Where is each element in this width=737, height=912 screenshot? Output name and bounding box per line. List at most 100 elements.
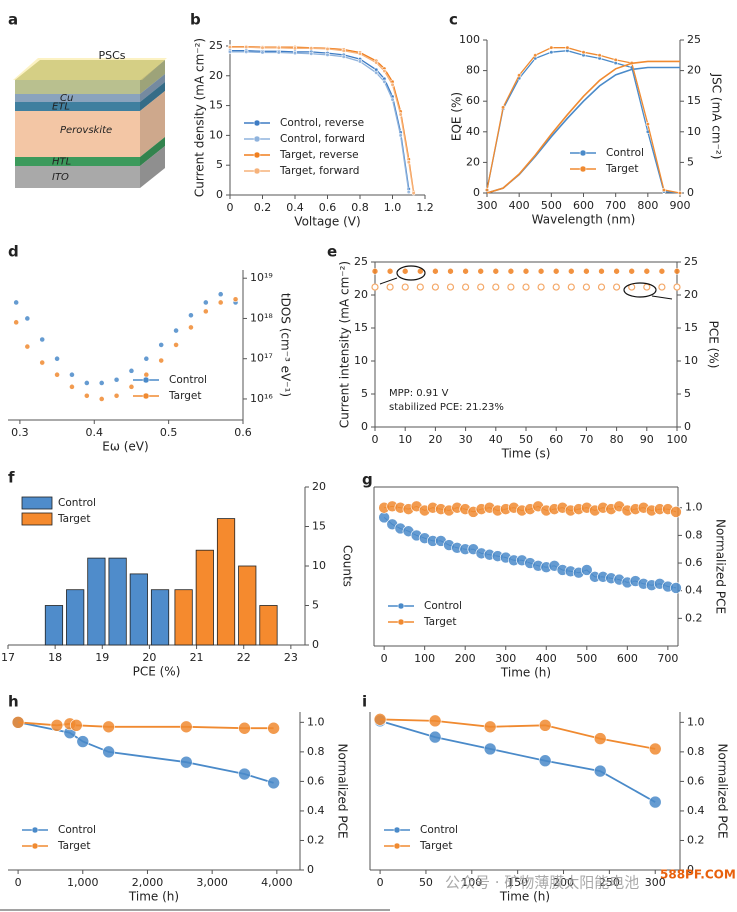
data-point: [217, 291, 224, 298]
y-tick-label: 15: [684, 321, 698, 334]
y-tick-label: 0.8: [685, 528, 703, 541]
x-tick-label: 17: [1, 651, 15, 664]
x-axis-label: Time (h): [500, 666, 551, 680]
data-point: [673, 267, 681, 275]
data-point: [179, 755, 193, 769]
y2-axis-label: PCE (%): [707, 321, 721, 369]
data-point: [401, 267, 409, 275]
data-point: [244, 49, 249, 55]
y-axis-label: tDOS (cm⁻³ eV⁻¹): [279, 293, 293, 397]
data-point: [39, 336, 46, 343]
panel-label: f: [8, 469, 15, 487]
data-point: [398, 112, 403, 117]
data-point: [670, 506, 682, 518]
data-point: [462, 267, 469, 275]
y-tick-label: 10: [687, 125, 701, 138]
data-point: [227, 45, 233, 50]
watermark: 公众号 · 矿物薄膜太阳能电池: [445, 874, 639, 892]
data-point: [54, 371, 60, 378]
legend-marker: [397, 602, 405, 610]
data-point: [483, 742, 497, 756]
data-point: [69, 371, 75, 378]
y-tick-label: 10¹⁶: [250, 392, 273, 405]
x-tick-label: 0.4: [86, 426, 104, 439]
data-point: [670, 582, 682, 594]
layer-shade: [140, 74, 165, 102]
data-point: [158, 357, 165, 364]
data-point: [580, 564, 593, 576]
y-tick-label: 0.4: [307, 804, 325, 817]
data-point: [98, 380, 105, 386]
data-point: [598, 267, 605, 275]
x-tick-label: 200: [455, 652, 476, 665]
y-tick-label: 20: [354, 288, 368, 301]
data-point: [143, 355, 150, 362]
y-tick-label: 25: [354, 255, 368, 268]
x-tick-label: 250: [599, 876, 620, 889]
x-tick-label: 40: [489, 433, 503, 446]
data-point: [83, 380, 90, 386]
legend-label: Target: [423, 616, 456, 628]
y-tick-label: 0.4: [685, 584, 703, 597]
panel-label: h: [8, 693, 19, 711]
layer: [15, 102, 140, 111]
data-point: [309, 46, 314, 51]
panel-label: a: [8, 11, 18, 29]
x-axis-label: Voltage (V): [294, 215, 360, 229]
data-point: [128, 367, 135, 374]
data-point: [567, 283, 575, 291]
data-point: [390, 82, 395, 87]
data-point: [462, 283, 470, 291]
y-tick-label: 1.0: [687, 715, 705, 728]
data-point: [54, 355, 60, 362]
data-point: [484, 187, 490, 193]
x-axis-label: PCE (%): [133, 665, 181, 679]
y-tick-label: 5: [216, 158, 223, 171]
legend-marker: [31, 826, 39, 834]
x-tick-label: 0.4: [286, 201, 304, 214]
watermark-site: 588PF.COM: [660, 868, 736, 882]
data-point: [382, 79, 387, 84]
data-point: [244, 45, 249, 50]
data-point: [549, 50, 554, 55]
legend-marker: [393, 826, 401, 834]
legend-swatch: [21, 512, 53, 526]
x-tick-label: 0.5: [160, 426, 178, 439]
data-point: [309, 51, 314, 56]
y-tick-label: 0.2: [307, 833, 325, 846]
data-point: [613, 57, 618, 62]
x-tick-label: 18: [48, 651, 62, 664]
x-tick-label: 23: [284, 651, 298, 664]
data-point: [173, 342, 179, 348]
data-point: [538, 718, 552, 732]
top-slab-shade: [140, 60, 165, 94]
data-point: [537, 267, 545, 275]
x-tick-label: 0.6: [234, 426, 252, 439]
data-point: [173, 327, 179, 334]
layer: [15, 166, 140, 188]
x-axis-label: Wavelength (nm): [532, 213, 636, 227]
y-tick-label: 10: [354, 354, 368, 367]
legend-marker: [253, 151, 261, 159]
data-point: [416, 283, 424, 291]
data-point: [113, 376, 120, 383]
x-tick-label: 21: [190, 651, 204, 664]
data-point: [582, 283, 591, 291]
data-point: [406, 189, 411, 195]
data-point: [276, 50, 281, 55]
data-point: [533, 53, 538, 58]
x-tick-label: 700: [657, 652, 678, 665]
data-point: [597, 283, 606, 291]
data-point: [276, 45, 281, 50]
data-point: [357, 59, 363, 64]
bar: [195, 549, 214, 646]
layer-side: [140, 146, 165, 188]
legend-marker: [142, 376, 150, 384]
y-tick-label: 40: [466, 125, 480, 138]
x-tick-label: 0.6: [319, 201, 337, 214]
data-point: [565, 45, 570, 50]
x-tick-label: 100: [414, 652, 435, 665]
x-tick-label: 19: [95, 651, 109, 664]
data-point: [341, 48, 346, 53]
